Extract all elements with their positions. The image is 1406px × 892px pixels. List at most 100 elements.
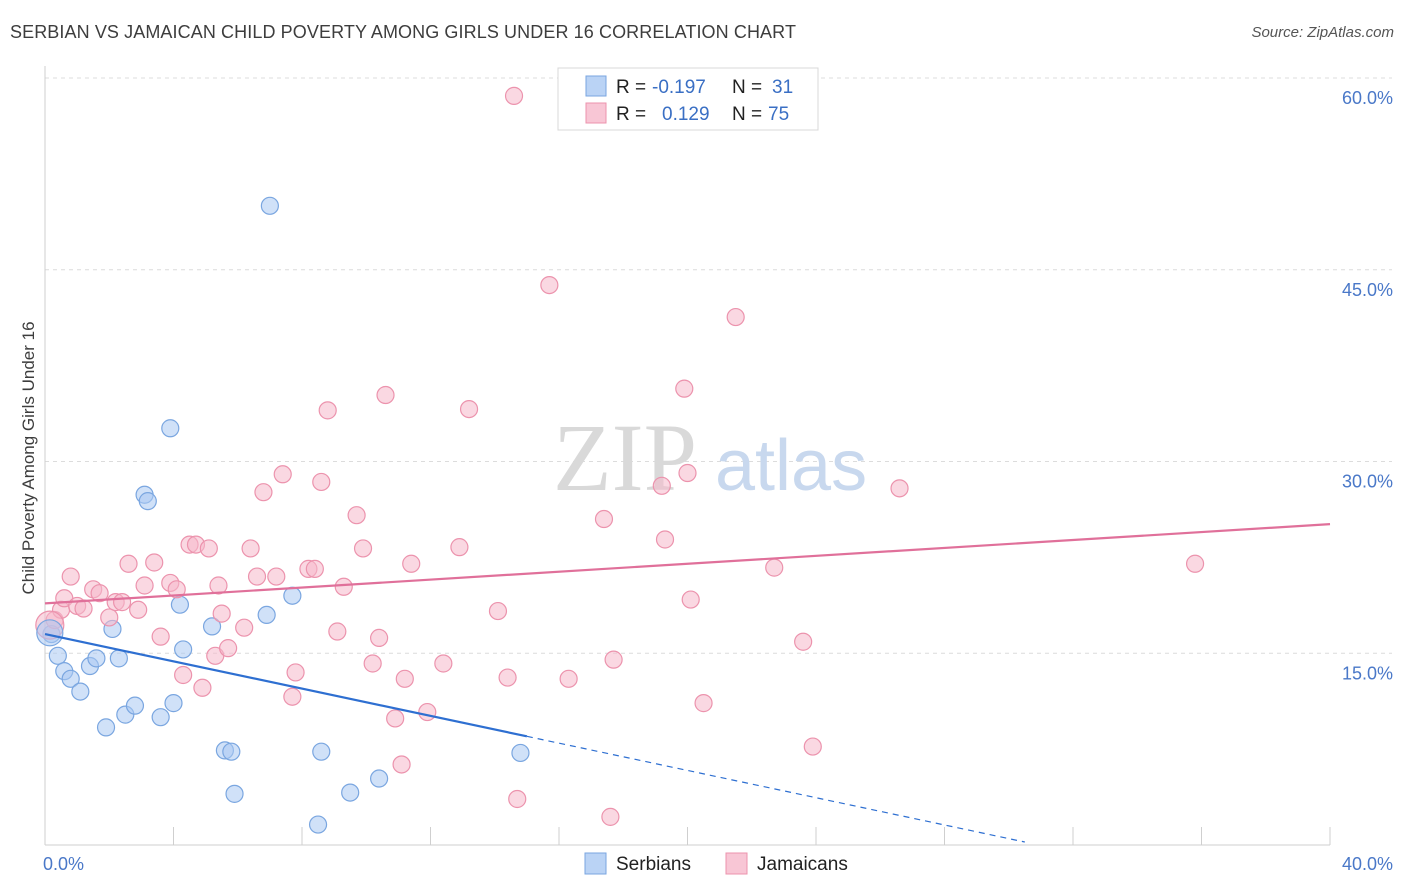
gridlines <box>45 77 1392 654</box>
jamaican-point <box>273 465 292 484</box>
jamaican-point <box>286 663 305 682</box>
jamaican-point <box>370 628 389 648</box>
serbian-point <box>125 696 145 715</box>
serbian-point <box>202 617 222 636</box>
serbian-point <box>341 783 360 802</box>
jamaican-point <box>212 604 231 623</box>
jamaican-point <box>254 483 273 502</box>
serbian-point <box>71 682 90 701</box>
jamaican-point <box>386 709 405 728</box>
jamaican-point <box>652 476 671 495</box>
serbian-trend-line <box>44 632 528 738</box>
jamaican-point <box>90 584 109 603</box>
serbian-point <box>151 708 170 727</box>
chart-title: SERBIAN VS JAMAICAN CHILD POVERTY AMONG … <box>10 22 797 42</box>
legend-n-value-1: 75 <box>768 104 789 125</box>
jamaican-point <box>363 654 382 673</box>
serbian-point-cluster <box>36 619 64 647</box>
serbian-point <box>61 669 80 688</box>
legend-r-label-1: R = <box>616 104 646 125</box>
bottom-legend-label-jamaicans: Jamaicans <box>757 854 848 875</box>
points <box>35 86 1205 834</box>
serbian-point <box>260 196 279 215</box>
jamaican-point <box>655 530 675 549</box>
jamaican-point <box>803 737 822 756</box>
jamaican-point <box>450 538 469 557</box>
bottom-legend-swatch-serbians <box>584 852 607 875</box>
serbian-point <box>312 742 331 761</box>
jamaican-point <box>488 601 508 621</box>
jamaican-point <box>61 567 80 586</box>
serbian-point <box>48 646 67 665</box>
jamaican-point <box>219 639 238 658</box>
jamaican-point <box>145 553 164 572</box>
legend-n-label-0: N = <box>732 77 762 98</box>
jamaican-point <box>74 599 93 618</box>
axes <box>44 66 1331 846</box>
jamaican-point <box>334 577 353 596</box>
bottom-legend-swatch-jamaicans <box>725 852 748 875</box>
serbian-point <box>109 649 128 668</box>
watermark: ZIP atlas <box>553 404 867 511</box>
jamaican-point <box>694 694 713 713</box>
serbian-point <box>222 742 241 761</box>
jamaican-point <box>353 539 373 558</box>
x-tick-labels: 0.0% 40.0% <box>43 854 1393 874</box>
jamaican-trend-line <box>44 523 1331 605</box>
legend-n-value-0: 31 <box>772 77 793 98</box>
jamaican-point <box>100 608 119 627</box>
jamaican-point <box>675 379 694 398</box>
serbian-point <box>174 640 193 659</box>
jamaican-point <box>376 385 395 405</box>
jamaican-point <box>283 687 302 706</box>
serbian-point <box>96 718 116 737</box>
serbian-trend-line-extension <box>526 735 1025 843</box>
serbian-point <box>87 649 106 668</box>
legend-n-label-1: N = <box>732 104 762 125</box>
legend-r-value-1: 0.129 <box>662 104 710 125</box>
jamaican-point <box>402 554 421 573</box>
bottom-legend: Serbians Jamaicans <box>584 852 848 875</box>
jamaican-point <box>312 472 331 492</box>
jamaican-point <box>318 401 337 420</box>
source-label: Source: ZipAtlas.com <box>1251 24 1394 41</box>
jamaican-point <box>193 678 212 697</box>
jamaican-point <box>151 627 170 646</box>
y-tick-label: 15.0% <box>1342 663 1393 683</box>
jamaican-point <box>601 807 620 826</box>
y-tick-labels: 15.0% 30.0% 45.0% 60.0% <box>1342 88 1393 683</box>
jamaican-point <box>392 755 411 774</box>
jamaican-point <box>395 669 414 688</box>
jamaican-point <box>209 576 228 595</box>
serbian-point <box>138 492 157 511</box>
serbian-point <box>164 694 183 713</box>
serbian-point <box>308 815 328 834</box>
y-tick-label: 30.0% <box>1342 472 1393 492</box>
serbian-point <box>170 595 190 614</box>
jamaican-point <box>459 399 479 419</box>
jamaican-point <box>418 702 437 722</box>
jamaican-point <box>508 789 527 809</box>
jamaican-point <box>135 576 154 595</box>
jamaican-point <box>199 539 218 558</box>
x-tick-label: 0.0% <box>43 854 84 874</box>
watermark-atlas: atlas <box>715 426 867 506</box>
jamaican-point <box>174 665 193 685</box>
watermark-zip: ZIP <box>553 404 697 511</box>
jamaican-point <box>247 567 267 586</box>
jamaican-point <box>328 622 347 641</box>
serbian-point <box>161 419 180 438</box>
trend-lines <box>44 523 1331 843</box>
serbian-point <box>283 586 302 605</box>
jamaican-point <box>678 463 697 483</box>
legend-box: R = -0.197 N = 31 R = 0.129 N = 75 <box>557 67 819 131</box>
jamaican-point <box>794 632 813 651</box>
jamaican-point <box>765 558 784 577</box>
y-axis-label: Child Poverty Among Girls Under 16 <box>19 321 38 594</box>
serbian-point <box>370 769 389 788</box>
serbian-point <box>511 743 530 763</box>
serbian-point <box>225 784 244 803</box>
jamaican-point <box>594 509 614 529</box>
jamaican-point <box>129 600 148 619</box>
jamaican-point <box>112 593 132 612</box>
